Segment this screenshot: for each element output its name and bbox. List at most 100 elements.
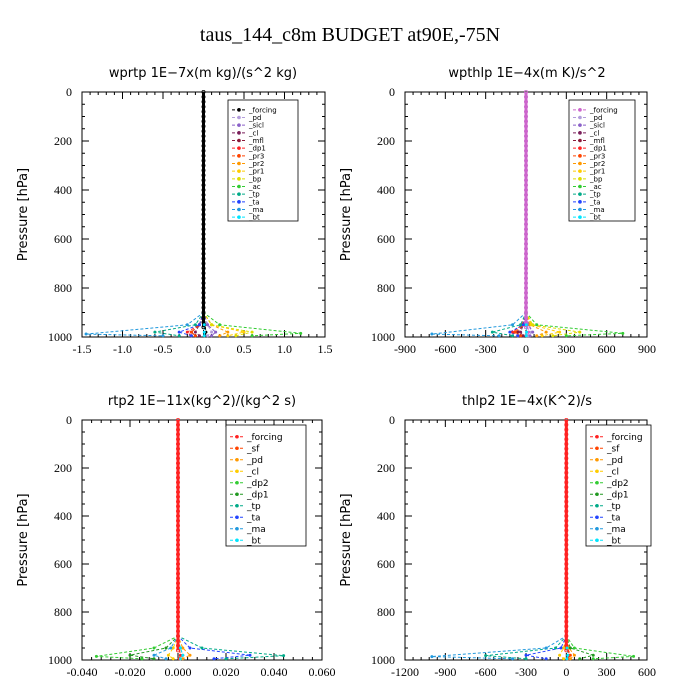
legend-label: _ta	[589, 198, 601, 206]
series-point-tp	[524, 657, 528, 661]
chart-panel-4: thlp2 1E−4x(K^2)/s Pressure [hPa] -1200 -90…	[339, 394, 656, 679]
series-point-forcing	[178, 653, 182, 657]
profile-marker	[201, 163, 206, 168]
legend-marker	[578, 154, 582, 158]
profile-marker	[175, 461, 180, 466]
y-tick-label: 0	[66, 85, 72, 99]
profile-marker	[524, 168, 529, 173]
profile-marker	[564, 576, 569, 581]
legend-marker	[237, 123, 241, 127]
profile-marker	[564, 600, 569, 605]
series-point-ma	[185, 323, 189, 327]
x-tick-label: 300	[598, 665, 616, 679]
y-tick-label: 800	[377, 605, 395, 619]
profile-marker	[201, 232, 206, 237]
profile-marker	[524, 197, 529, 202]
profile-marker	[175, 514, 180, 519]
profile-marker	[524, 232, 529, 237]
legend-marker	[237, 161, 241, 166]
legend-marker	[235, 492, 239, 497]
profile-marker	[175, 590, 180, 595]
profile-marker	[201, 192, 206, 197]
profile-marker	[175, 586, 180, 591]
legend-marker	[595, 469, 599, 474]
profile-marker	[201, 173, 206, 178]
series-point-dp2	[591, 657, 595, 661]
legend: _forcing_sf _pd_cl _dp2_dp1 _tp_ta _ma_bt	[585, 424, 652, 546]
legend-label: _ta	[246, 513, 261, 523]
profile-marker	[564, 451, 569, 456]
series-point-pd	[210, 330, 214, 334]
series-point-pr2	[535, 334, 539, 338]
profile-marker	[564, 437, 569, 442]
profile-marker	[201, 124, 206, 129]
series-point-sicl	[210, 334, 214, 338]
legend-marker	[237, 192, 241, 196]
series-point-bp	[531, 323, 535, 327]
series-point-ta	[212, 657, 216, 661]
legend-marker	[595, 434, 599, 439]
series-point-cl	[166, 653, 170, 657]
profile-marker	[201, 281, 206, 286]
profile-marker	[524, 281, 529, 286]
legend-marker	[578, 161, 582, 166]
legend-label: _bt	[248, 214, 260, 222]
profile-marker	[524, 138, 529, 143]
y-tick-label: 600	[54, 232, 72, 246]
y-tick-label: 0	[66, 413, 72, 427]
profile-marker	[175, 562, 180, 567]
x-tick-label: -900	[434, 665, 456, 679]
profile-marker	[564, 624, 569, 629]
profile-marker	[175, 619, 180, 624]
series-point-ac	[218, 323, 222, 327]
profile-marker	[524, 134, 529, 139]
x-tick-label: -1.0	[113, 342, 132, 356]
profile-marker	[201, 158, 206, 163]
profile-marker	[175, 605, 180, 610]
legend-marker	[235, 480, 239, 485]
figure-title: taus_144_c8m BUDGET at90E,-75N	[200, 24, 500, 46]
series-point-dp1	[578, 657, 582, 661]
series-line-ta	[177, 92, 204, 337]
series-line-dp1	[511, 92, 527, 337]
legend-marker	[237, 108, 241, 112]
legend-marker	[595, 515, 599, 520]
series-point-ta	[197, 323, 201, 327]
series-point-bp	[210, 323, 214, 327]
legend-marker	[578, 123, 582, 127]
profile-marker	[524, 158, 529, 163]
x-tick-label: -0.040	[67, 665, 98, 679]
series-line-ma	[431, 420, 567, 660]
series-point-ma	[511, 323, 515, 327]
profile-marker	[175, 557, 180, 562]
series-point-pd	[181, 646, 185, 650]
series-point-bp	[250, 330, 254, 334]
legend-box	[225, 424, 307, 547]
series-point-pd	[572, 653, 576, 657]
profile-marker	[524, 261, 529, 266]
series-point-bt	[202, 334, 206, 338]
x-tick-label: 900	[638, 342, 656, 356]
profile-marker	[201, 276, 206, 281]
legend-label: _tp	[248, 191, 260, 199]
profile-marker	[524, 276, 529, 281]
series-line-dp1	[129, 420, 179, 660]
profile-marker	[175, 504, 180, 509]
profile-marker	[564, 590, 569, 595]
legend-label: _pd	[246, 456, 263, 466]
series-group	[430, 417, 636, 661]
series-point-dp1	[128, 653, 132, 657]
series-point-pd	[181, 657, 185, 661]
legend-marker	[235, 526, 239, 531]
legend-label: _ma	[589, 206, 605, 214]
legend-label: _pr1	[248, 168, 264, 176]
profile-marker	[175, 547, 180, 552]
series-point-ma	[430, 655, 434, 659]
legend-label: _sf	[606, 444, 620, 454]
profile-marker	[201, 246, 206, 251]
profile-marker	[175, 509, 180, 514]
legend-label: _cl	[606, 467, 619, 477]
legend-marker	[235, 446, 239, 451]
y-tick-label: 200	[54, 134, 72, 148]
profile-marker	[175, 538, 180, 543]
